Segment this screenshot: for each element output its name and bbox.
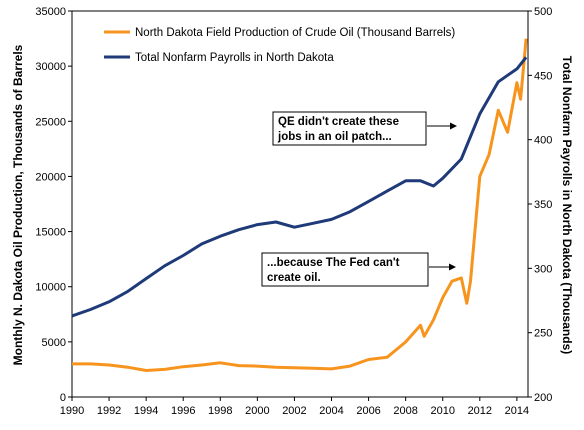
annotation-jobs-box [272, 111, 427, 146]
y-tick-label: 30000 [35, 61, 66, 73]
x-tick-label: 2014 [505, 405, 529, 417]
y2-tick-label: 500 [534, 6, 552, 18]
x-tick-labels: 1990 1992 1994 1996 1998 2000 2002 2004 2006 2008… [60, 397, 529, 417]
y2-tick-label: 250 [534, 328, 552, 340]
y-tick-labels: 0 5000 10000 15000 20000 25000 30000 35000 [35, 6, 72, 404]
series-line-oil-production [72, 38, 528, 372]
legend: North Dakota Field Production of Crude O… [104, 27, 455, 64]
y-tick-label: 5000 [42, 337, 66, 349]
x-tick-label: 2008 [393, 405, 417, 417]
y-tick-label: 35000 [35, 6, 66, 18]
x-tick-label: 1994 [134, 405, 158, 417]
series-line-nonfarm-payrolls [71, 56, 528, 318]
x-tick-label: 1992 [97, 405, 121, 417]
y-tick-label: 0 [60, 392, 66, 404]
x-tick-label: 2002 [282, 405, 306, 417]
x-tick-label: 1998 [208, 405, 232, 417]
x-tick-label: 1990 [60, 405, 84, 417]
legend-label-payrolls: Total Nonfarm Payrolls in North Dakota [135, 52, 334, 64]
y-tick-label: 20000 [35, 171, 66, 183]
x-tick-label: 2000 [245, 405, 269, 417]
annotation-oil-box [261, 252, 429, 287]
annotation-oil-line2: create oil. [267, 272, 321, 284]
y2-axis-title: Total Nonfarm Payrolls in North Dakota (… [560, 56, 574, 354]
y-tick-label: 25000 [35, 116, 66, 128]
x-tick-label: 2012 [468, 405, 492, 417]
y-axis-title: Monthly N. Dakota Oil Production, Thousa… [11, 44, 25, 365]
annotation-jobs: QE didn't create these jobs in an oil pa… [272, 111, 457, 146]
axes [71, 10, 529, 398]
x-tick-label: 2010 [430, 405, 454, 417]
x-tick-label: 2004 [319, 405, 343, 417]
annotation-jobs-line2: jobs in an oil patch... [277, 131, 392, 143]
y2-tick-label: 400 [534, 135, 552, 147]
annotation-oil-line1: ...because The Fed can't [267, 257, 400, 269]
plot-frame [71, 10, 529, 398]
annotation-oil: ...because The Fed can't create oil. [261, 252, 456, 287]
x-tick-label: 1996 [171, 405, 195, 417]
legend-label-oil: North Dakota Field Production of Crude O… [135, 27, 455, 39]
annotation-jobs-line1: QE didn't create these [278, 116, 399, 128]
y2-tick-label: 350 [534, 199, 552, 211]
y2-tick-labels: 200 250 300 350 400 450 500 [528, 6, 552, 404]
x-tick-label: 2006 [356, 405, 380, 417]
y2-tick-label: 450 [534, 70, 552, 82]
y2-tick-label: 200 [534, 392, 552, 404]
y-tick-label: 10000 [35, 282, 66, 294]
y2-tick-label: 300 [534, 263, 552, 275]
y-tick-label: 15000 [35, 227, 66, 239]
series-layer [71, 38, 528, 372]
